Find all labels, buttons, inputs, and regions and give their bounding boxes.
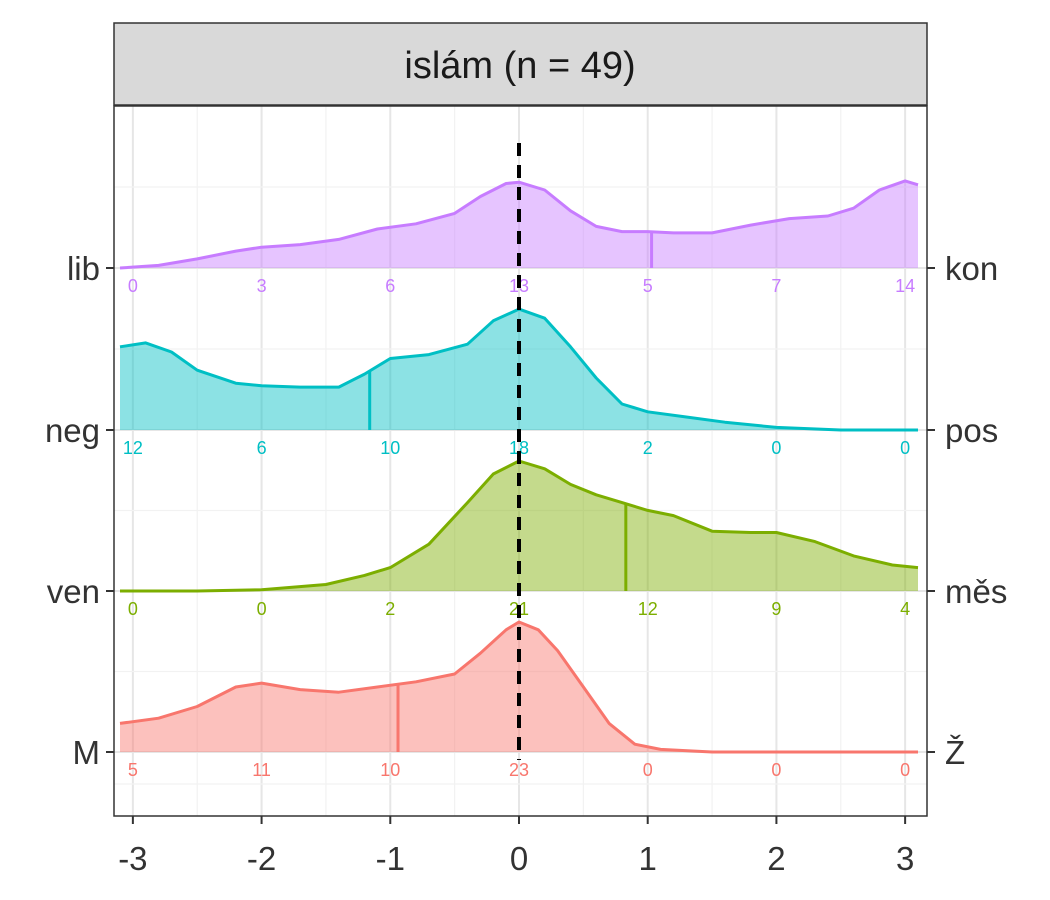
count-label: 0 <box>128 599 138 619</box>
y-tick-label-left: neg <box>45 412 100 449</box>
x-tick-label: -2 <box>247 840 276 877</box>
count-label: 0 <box>128 276 138 296</box>
ridge-lib-kon: 036135714 <box>119 179 919 296</box>
count-label: 2 <box>385 599 395 619</box>
count-label: 0 <box>771 760 781 780</box>
count-label: 14 <box>895 276 915 296</box>
x-tick-label: 3 <box>896 840 914 877</box>
x-tick-label: 2 <box>767 840 785 877</box>
strip-background <box>113 22 928 106</box>
count-label: 11 <box>252 760 271 780</box>
count-label: 10 <box>380 438 400 458</box>
ridge-M-Ž: 5 11 10 23 0 0 0 <box>119 620 918 780</box>
count-label: 4 <box>900 599 910 619</box>
count-label: 2 <box>643 438 653 458</box>
count-label: 6 <box>257 438 267 458</box>
count-label: 0 <box>900 760 910 780</box>
count-label: 9 <box>771 599 781 619</box>
density-line <box>119 620 918 754</box>
x-tick-label: 0 <box>510 840 528 877</box>
count-label: 5 <box>643 276 653 296</box>
count-label: 0 <box>257 599 267 619</box>
count-label: 18 <box>509 438 529 458</box>
y-tick-label-right: pos <box>945 412 998 449</box>
chart-title: islám (n = 49) <box>404 45 635 87</box>
density-area <box>120 622 918 752</box>
y-tick-label-right: měs <box>945 573 1007 610</box>
y-tick-label-left: ven <box>47 573 100 610</box>
count-label: 0 <box>900 438 910 458</box>
density-line <box>119 179 919 270</box>
density-line <box>120 459 919 593</box>
y-tick-label-right: Ž <box>945 734 965 771</box>
density-line <box>119 307 918 432</box>
count-label: 23 <box>509 760 529 780</box>
count-label: 10 <box>380 760 400 780</box>
count-label: 0 <box>643 760 653 780</box>
panel-border <box>113 105 928 817</box>
count-label: 12 <box>123 438 143 458</box>
x-tick-label: -1 <box>376 840 405 877</box>
density-area <box>120 180 918 268</box>
count-label: 5 <box>128 760 138 780</box>
y-tick-label-left: lib <box>67 250 100 287</box>
x-tick-label: 1 <box>639 840 657 877</box>
count-label: 7 <box>771 276 781 296</box>
x-tick-label: -3 <box>118 840 147 877</box>
count-label: 6 <box>385 276 395 296</box>
count-label: 3 <box>257 276 267 296</box>
count-label: 12 <box>638 599 658 619</box>
y-tick-label-right: kon <box>945 250 998 287</box>
y-tick-label-left: M <box>73 734 101 771</box>
count-label: 0 <box>771 438 781 458</box>
